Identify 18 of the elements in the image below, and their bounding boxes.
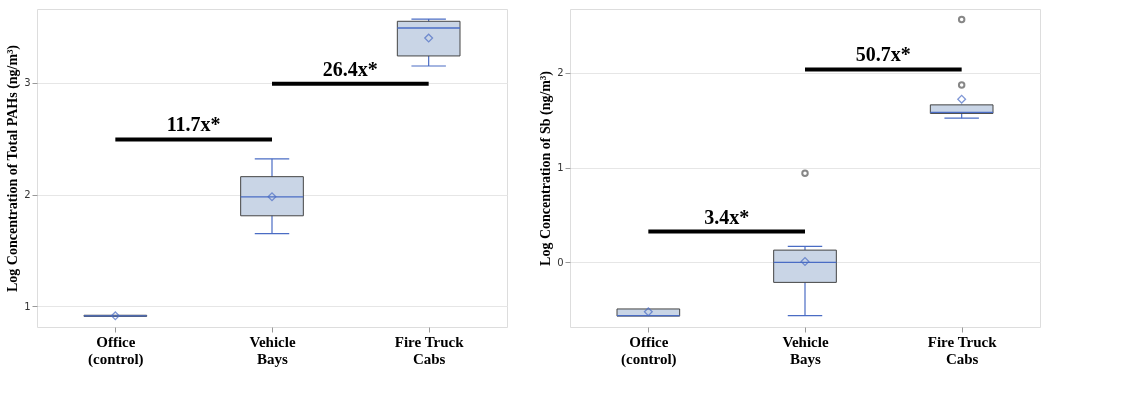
y-tick-label: 3 bbox=[24, 77, 31, 89]
y-axis-title: Log Concentration of Total PAHs (ng/m³) bbox=[5, 44, 22, 292]
y-tick-label: 2 bbox=[24, 189, 31, 201]
x-tick-label: Fire Truck Cabs bbox=[927, 333, 998, 367]
annotation: 11.7x* bbox=[166, 113, 221, 136]
annotation: 3.4x* bbox=[704, 205, 750, 228]
x-tick-label: Office (control) bbox=[621, 333, 677, 368]
x-tick-label: Office (control) bbox=[88, 333, 144, 368]
y-tick-label: 1 bbox=[24, 300, 31, 312]
x-tick-label: Vehicle Bays bbox=[249, 333, 296, 367]
annotation: 50.7x* bbox=[855, 43, 911, 66]
y-axis-title: Log Concentration of Sb (ng/m³) bbox=[538, 70, 555, 266]
y-tick-label: 0 bbox=[557, 256, 564, 268]
annotation: 26.4x* bbox=[322, 57, 378, 80]
x-tick-label: Vehicle Bays bbox=[782, 333, 829, 367]
y-tick-label: 2 bbox=[557, 67, 564, 79]
y-tick-label: 1 bbox=[557, 162, 564, 174]
x-tick-label: Fire Truck Cabs bbox=[394, 333, 465, 367]
